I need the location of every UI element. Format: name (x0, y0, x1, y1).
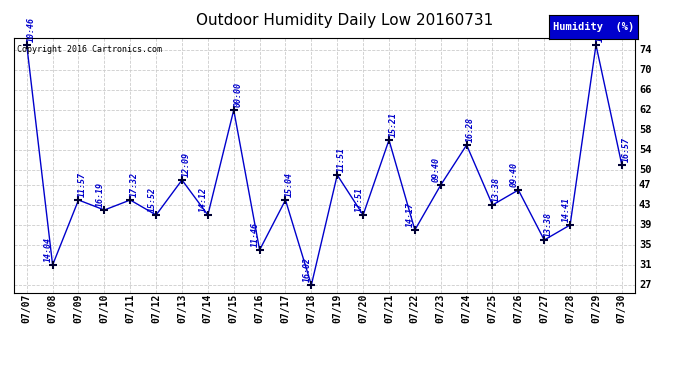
Text: Humidity  (%): Humidity (%) (553, 22, 634, 32)
Text: 17:32: 17:32 (130, 172, 139, 197)
Text: 50: 50 (639, 165, 651, 175)
Text: 16:19: 16:19 (96, 182, 105, 207)
Text: 70: 70 (639, 65, 651, 75)
Text: 31: 31 (639, 260, 651, 270)
Text: 27: 27 (639, 280, 651, 290)
Text: 14:41: 14:41 (562, 197, 571, 222)
Text: 66: 66 (639, 85, 651, 95)
Text: 15:04: 15:04 (285, 172, 294, 197)
Text: 10:46: 10:46 (26, 17, 35, 42)
Text: 13:38: 13:38 (544, 212, 553, 237)
Text: Outdoor Humidity Daily Low 20160731: Outdoor Humidity Daily Low 20160731 (197, 13, 493, 28)
Text: 47: 47 (639, 180, 651, 190)
Text: 15:21: 15:21 (388, 112, 397, 137)
Text: 54: 54 (639, 145, 651, 155)
Text: 15:52: 15:52 (148, 187, 157, 212)
Text: 16:28: 16:28 (466, 117, 475, 142)
Text: 09:40: 09:40 (432, 157, 441, 182)
Text: 35: 35 (639, 240, 651, 250)
Text: 11:51: 11:51 (337, 147, 346, 172)
Text: 00:00: 00:00 (233, 82, 242, 107)
Text: 13:38: 13:38 (492, 177, 501, 202)
Text: 16:57: 16:57 (622, 137, 631, 162)
Text: 11:57: 11:57 (78, 172, 87, 197)
Text: 39: 39 (639, 220, 651, 230)
Text: 17:51: 17:51 (355, 187, 364, 212)
Text: 74: 74 (639, 45, 651, 55)
Text: 11:44: 11:44 (595, 17, 604, 42)
Text: 09:40: 09:40 (510, 162, 519, 187)
Text: 14:04: 14:04 (44, 237, 53, 262)
Text: 62: 62 (639, 105, 651, 115)
Text: 11:46: 11:46 (251, 222, 260, 247)
Text: 12:09: 12:09 (181, 152, 190, 177)
Text: 16:02: 16:02 (303, 257, 312, 282)
Text: 14:17: 14:17 (406, 202, 415, 227)
Text: 43: 43 (639, 200, 651, 210)
Text: 58: 58 (639, 125, 651, 135)
Text: Copyright 2016 Cartronics.com: Copyright 2016 Cartronics.com (17, 45, 162, 54)
Text: 14:12: 14:12 (199, 187, 208, 212)
